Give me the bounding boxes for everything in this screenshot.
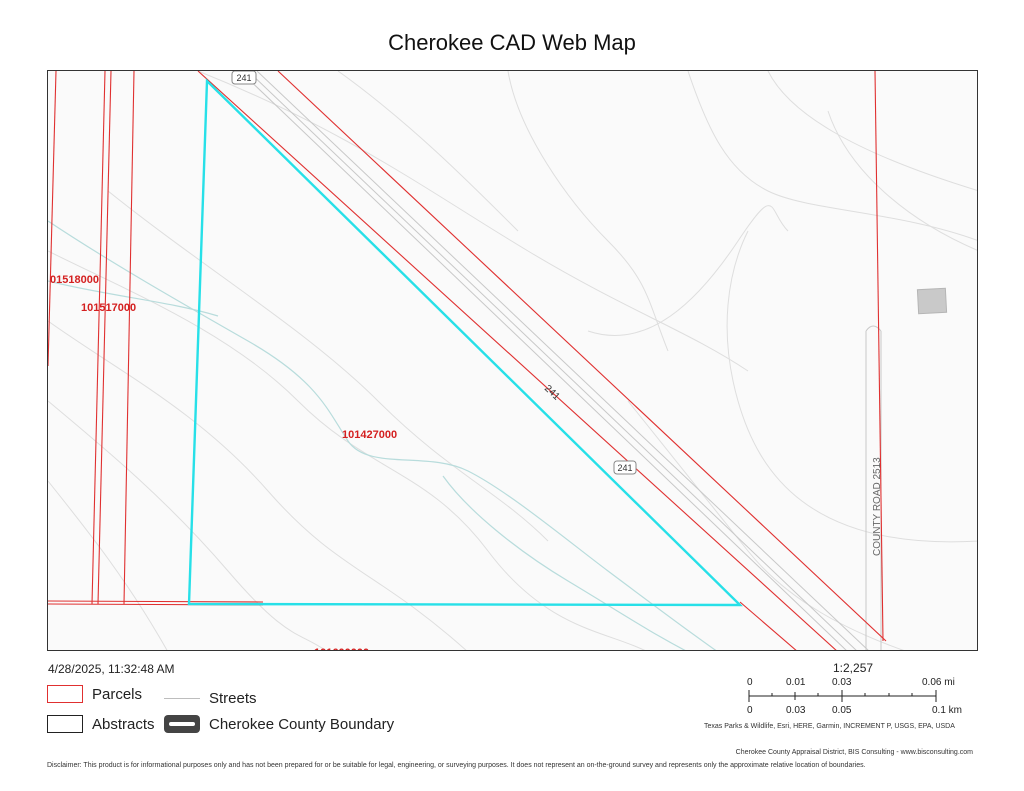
boundary-swatch xyxy=(164,715,200,733)
county-road-label: COUNTY ROAD 2513 xyxy=(872,457,883,556)
map-attribution: Texas Parks & Wildlife, Esri, HERE, Garm… xyxy=(704,723,955,730)
scale-mi-tick: 0 xyxy=(747,677,753,688)
building-footprint xyxy=(916,287,948,315)
scale-bar xyxy=(748,690,937,702)
scale-km-tick: 0.03 xyxy=(786,705,806,716)
scale-mi-tick: 0.06 mi xyxy=(922,677,955,688)
map-canvas[interactable]: 241 241 241 COUNTY ROAD 2513 01518000 10… xyxy=(48,71,978,651)
map-title: Cherokee CAD Web Map xyxy=(388,30,636,55)
streets-swatch xyxy=(164,698,200,699)
legend-boundary: Cherokee County Boundary xyxy=(164,715,394,733)
route-shield-lower: 241 xyxy=(613,460,637,475)
scale-km-tick: 0.05 xyxy=(832,705,852,716)
map-view[interactable]: 241 241 241 COUNTY ROAD 2513 01518000 10… xyxy=(47,70,978,651)
streets xyxy=(239,71,882,650)
selected-parcel-outline[interactable] xyxy=(187,78,743,607)
legend-streets-label: Streets xyxy=(209,690,257,707)
contour-lines xyxy=(48,71,977,650)
legend-parcels-label: Parcels xyxy=(92,685,143,703)
scale-km-tick: 0 xyxy=(747,705,753,716)
parcels-swatch xyxy=(47,685,83,703)
abstracts-swatch xyxy=(47,715,83,733)
print-timestamp: 4/28/2025, 11:32:48 AM xyxy=(48,662,175,676)
scale-mi-tick: 0.03 xyxy=(832,677,852,688)
legend-abstracts: Abstracts xyxy=(47,715,155,733)
parcel-label: 01518000 xyxy=(50,274,99,286)
parcel-lines xyxy=(48,71,887,650)
scale-mi-tick: 0.01 xyxy=(786,677,806,688)
parcel-label: 101517000 xyxy=(81,302,136,314)
legend-abstracts-label: Abstracts xyxy=(92,715,155,733)
svg-text:241: 241 xyxy=(236,73,251,83)
parcel-label: 101600000 xyxy=(314,647,369,651)
map-credit: Cherokee County Appraisal District, BIS … xyxy=(735,749,973,756)
legend-parcels: Parcels xyxy=(47,685,142,703)
scale-km-tick: 0.1 km xyxy=(932,705,963,716)
disclaimer: Disclaimer: This product is for informat… xyxy=(47,762,866,769)
route-shield-top: 241 xyxy=(231,71,257,85)
legend-streets: Streets xyxy=(164,690,257,707)
legend-boundary-label: Cherokee County Boundary xyxy=(209,715,395,733)
svg-text:241: 241 xyxy=(617,463,632,473)
parcel-label: 101427000 xyxy=(342,429,397,441)
scale-ratio: 1:2,257 xyxy=(833,661,874,675)
